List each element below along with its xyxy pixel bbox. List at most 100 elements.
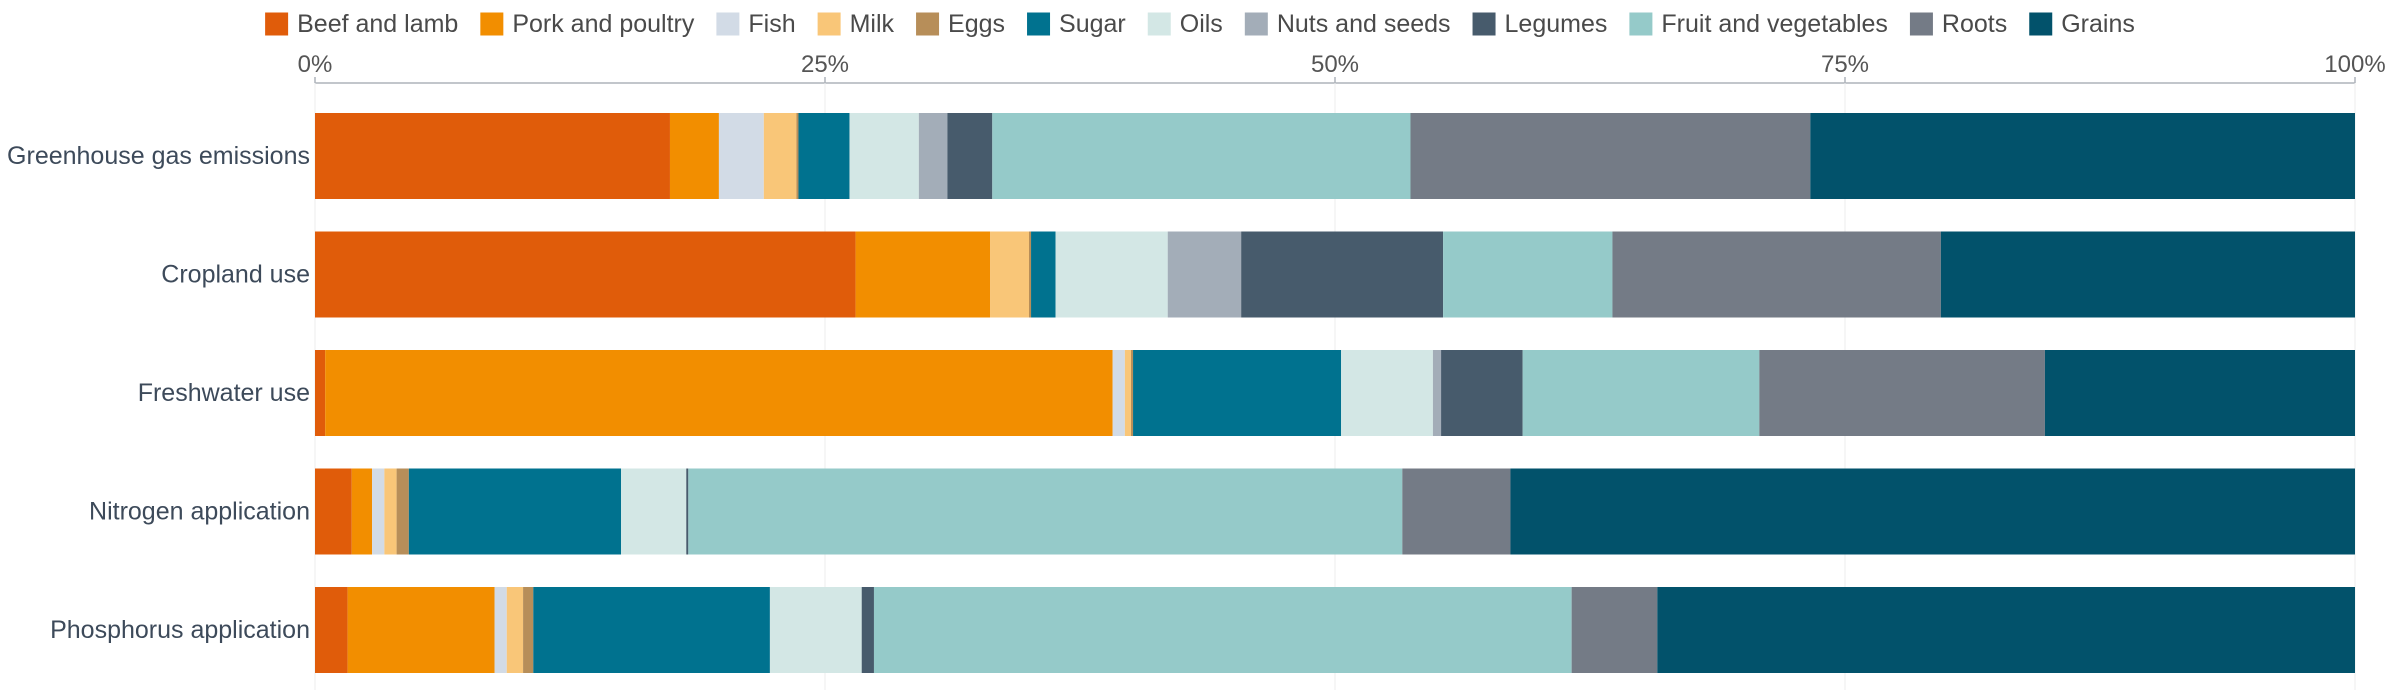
bar-segment <box>1657 587 2355 673</box>
legend-swatch <box>1472 12 1496 36</box>
category-label: Phosphorus application <box>50 616 310 644</box>
bar-row <box>315 468 2355 555</box>
bar-segment <box>315 350 326 436</box>
bar-segment <box>688 468 1403 555</box>
legend-swatch <box>916 12 940 36</box>
legend: Beef and lamb Pork and poultry Fish Milk Egg… <box>265 10 2135 38</box>
bar-segment <box>1571 587 1658 673</box>
bar-row <box>315 587 2355 673</box>
category-label: Nitrogen application <box>89 498 310 526</box>
x-tick-label: 50% <box>1311 51 1359 78</box>
bar-segment <box>1441 350 1523 436</box>
legend-label: Nuts and seeds <box>1277 10 1451 38</box>
bar-segment <box>621 468 687 555</box>
bar-segment <box>918 113 948 199</box>
bar-segment <box>315 587 348 673</box>
legend-item: Fruit and vegetables <box>1629 10 1888 38</box>
bar-row <box>315 350 2355 436</box>
bar-segment <box>1029 231 1032 318</box>
bar-segment <box>1810 113 2355 199</box>
legend-label: Pork and poultry <box>512 10 695 38</box>
bar-segment <box>1241 231 1444 318</box>
legend-label: Fish <box>748 10 795 38</box>
bar-segment <box>1055 231 1168 318</box>
bar-segment <box>494 587 507 673</box>
bar-segment <box>686 468 689 555</box>
legend-label: Legumes <box>1505 10 1608 38</box>
bar-segment <box>1133 350 1342 436</box>
bar-segment <box>718 113 764 199</box>
x-axis-ticks: 0% 25% 50% 75% 100% <box>298 51 2386 78</box>
bar-segment <box>351 468 373 555</box>
legend-label: Grains <box>2061 10 2135 38</box>
bar-segment <box>855 231 991 318</box>
legend-item: Sugar <box>1027 10 1126 38</box>
bar-segment <box>1759 350 2045 436</box>
legend-item: Grains <box>2029 10 2135 38</box>
legend-swatch <box>1147 12 1171 36</box>
bar-segment <box>506 587 524 673</box>
bar-segment <box>849 113 919 199</box>
x-tick-label: 75% <box>1821 51 1869 78</box>
legend-label: Oils <box>1180 10 1223 38</box>
bar-segment <box>992 113 1411 199</box>
legend-swatch <box>480 12 504 36</box>
bar-segment <box>384 468 397 555</box>
legend-item: Legumes <box>1472 10 1608 38</box>
bar-segment <box>1112 350 1125 436</box>
bar-segment <box>947 113 993 199</box>
bar-segment <box>1124 350 1131 436</box>
category-label: Freshwater use <box>138 379 310 407</box>
bar-segment <box>2044 350 2355 436</box>
legend-item: Milk <box>817 10 895 38</box>
bar-segment <box>1432 350 1442 436</box>
bar-segment <box>1167 231 1242 318</box>
bar-row <box>315 113 2355 199</box>
legend-item: Roots <box>1909 10 2007 38</box>
bar-segment <box>533 587 770 673</box>
legend-swatch <box>1909 12 1933 36</box>
legend-swatch <box>1629 12 1653 36</box>
legend-item: Pork and poultry <box>480 10 695 38</box>
bar-segment <box>861 587 874 673</box>
legend-label: Beef and lamb <box>297 10 458 38</box>
bar-segment <box>769 587 862 673</box>
bar-segment <box>1410 113 1811 199</box>
bar-segment <box>873 587 1572 673</box>
legend-item: Oils <box>1147 10 1223 38</box>
bar-segment <box>1612 231 1941 318</box>
bar-segment <box>1522 350 1760 436</box>
bar-segment <box>798 113 850 199</box>
x-tick-label: 25% <box>801 51 849 78</box>
bar-segment <box>1510 468 2355 555</box>
bar-segment <box>315 231 856 318</box>
bar-segment <box>796 113 799 199</box>
legend-label: Roots <box>1942 10 2007 38</box>
legend-item: Nuts and seeds <box>1244 10 1451 38</box>
legend-swatch <box>265 12 289 36</box>
x-tick-label: 100% <box>2324 51 2385 78</box>
legend-item: Eggs <box>916 10 1005 38</box>
legend-swatch <box>1027 12 1051 36</box>
legend-label: Eggs <box>948 10 1005 38</box>
bars <box>315 113 2355 673</box>
bar-segment <box>1443 231 1613 318</box>
legend-item: Beef and lamb <box>265 10 458 38</box>
bar-segment <box>347 587 495 673</box>
legend-label: Sugar <box>1059 10 1126 38</box>
bar-segment <box>1341 350 1433 436</box>
bar-segment <box>372 468 385 555</box>
bar-segment <box>315 113 670 199</box>
legend-item: Fish <box>716 10 796 38</box>
category-label: Greenhouse gas emissions <box>7 142 310 170</box>
bar-segment <box>1402 468 1511 555</box>
legend-swatch <box>1244 12 1268 36</box>
legend-swatch <box>716 12 740 36</box>
legend-label: Milk <box>850 10 895 38</box>
legend-swatch <box>2029 12 2053 36</box>
bar-segment <box>408 468 621 555</box>
legend-swatch <box>817 12 841 36</box>
bar-segment <box>1131 350 1134 436</box>
bar-segment <box>396 468 409 555</box>
